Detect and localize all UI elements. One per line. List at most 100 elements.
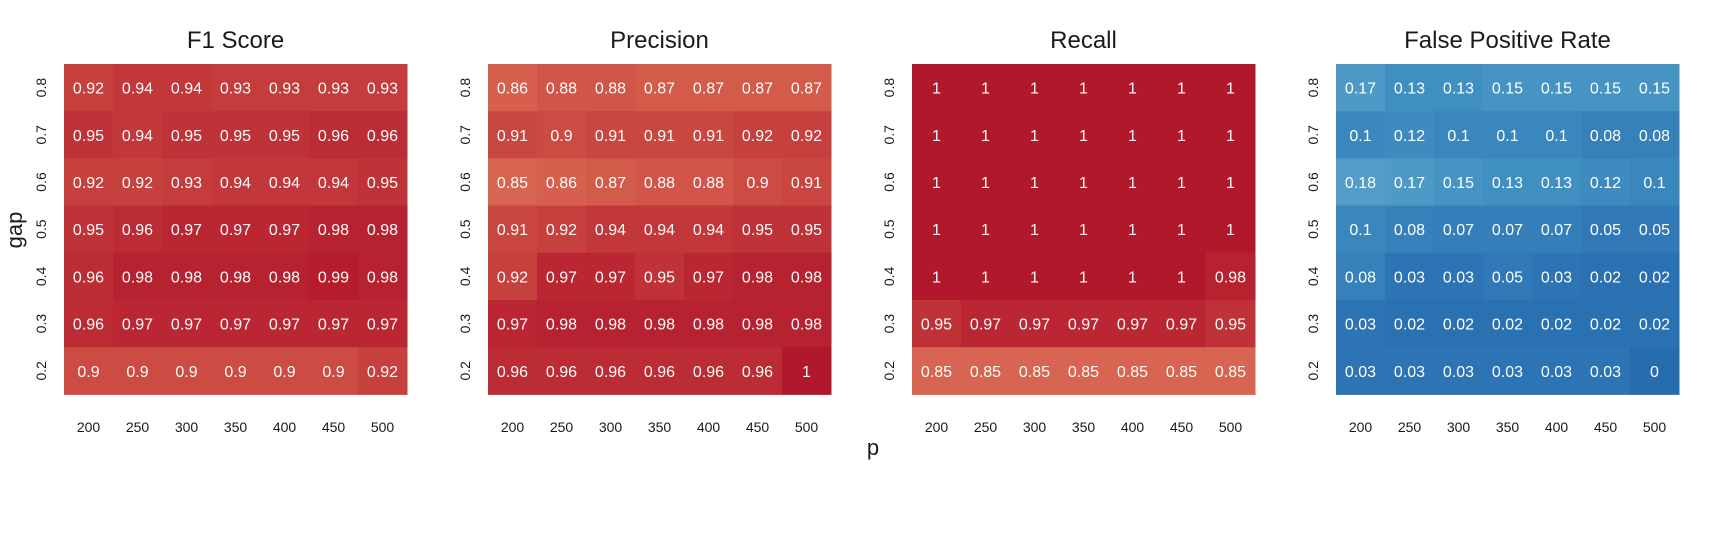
cell-value-label: 0.98	[1215, 269, 1246, 286]
cell-value-label: 0.12	[1590, 175, 1621, 192]
heatmap-cell	[1483, 205, 1533, 254]
cell-value-label: 0.97	[1019, 317, 1050, 334]
heatmap-cell	[1385, 300, 1435, 348]
heatmap-cell	[1336, 252, 1386, 301]
cell-value-label: 0.87	[595, 175, 626, 192]
y-tick-label: 0.7	[881, 125, 897, 145]
heatmap-cell	[64, 300, 114, 348]
cell-value-label: 0.98	[269, 269, 300, 286]
heatmap-cell	[358, 252, 408, 301]
cell-value-label: 1	[1079, 81, 1088, 98]
x-tick-label: 400	[1545, 419, 1569, 435]
cell-value-label: 0.95	[171, 128, 202, 145]
heatmap-cell	[684, 347, 734, 395]
heatmap-cell	[1059, 252, 1109, 301]
heatmap-cell	[1059, 300, 1109, 348]
x-tick-label: 250	[1398, 419, 1422, 435]
cell-value-label: 0.98	[742, 317, 773, 334]
heatmap-cell	[1059, 158, 1109, 207]
y-tick-label: 0.5	[33, 219, 49, 239]
heatmap-cell	[1532, 64, 1582, 112]
cell-value-label: 0.85	[970, 364, 1001, 381]
cell-value-label: 0.1	[1643, 175, 1665, 192]
heatmap-cell	[1010, 347, 1060, 395]
heatmap-cell	[162, 300, 212, 348]
y-tick-label: 0.7	[1305, 125, 1321, 145]
cell-value-label: 0.85	[1019, 364, 1050, 381]
heatmap-cell	[912, 300, 962, 348]
cell-value-label: 0.92	[546, 222, 577, 239]
cell-value-label: 0.15	[1492, 81, 1523, 98]
cell-value-label: 1	[1226, 128, 1235, 145]
cell-value-label: 0.85	[921, 364, 952, 381]
cell-value-label: 0.95	[367, 175, 398, 192]
cell-value-label: 1	[1030, 175, 1039, 192]
heatmap-cell	[1483, 300, 1533, 348]
heatmap-cell	[162, 64, 212, 112]
cell-value-label: 0.97	[220, 317, 251, 334]
heatmap-cell	[64, 64, 114, 112]
cell-value-label: 0.1	[1496, 128, 1518, 145]
cell-value-label: 0.17	[1345, 81, 1376, 98]
cell-value-label: 0.9	[175, 364, 197, 381]
heatmap-cell	[1532, 158, 1582, 207]
heatmap-cell	[1336, 111, 1386, 159]
cell-value-label: 0.95	[921, 317, 952, 334]
cell-value-label: 0.9	[273, 364, 295, 381]
cell-value-label: 0.03	[1394, 364, 1425, 381]
x-tick-label: 500	[371, 419, 395, 435]
cell-value-label: 0.94	[595, 222, 626, 239]
cell-value-label: 0.92	[367, 364, 398, 381]
heatmap-cell	[1336, 205, 1386, 254]
y-tick-label: 0.4	[881, 266, 897, 286]
cell-value-label: 1	[1079, 222, 1088, 239]
heatmap-cell	[162, 252, 212, 301]
heatmap-cell	[64, 347, 114, 395]
cell-value-label: 0.02	[1541, 317, 1572, 334]
y-tick-label: 0.7	[33, 125, 49, 145]
cell-value-label: 0.15	[1590, 81, 1621, 98]
cell-value-label: 0.1	[1349, 222, 1371, 239]
cell-value-label: 1	[981, 128, 990, 145]
heatmap-cell	[1206, 64, 1256, 112]
heatmap-cell	[260, 347, 310, 395]
heatmap-cell	[782, 205, 832, 254]
cell-value-label: 0.86	[546, 175, 577, 192]
cell-value-label: 0.95	[73, 128, 104, 145]
heatmap-cell	[961, 347, 1011, 395]
x-tick-label: 250	[126, 419, 150, 435]
heatmap-cell	[358, 300, 408, 348]
cell-value-label: 0.91	[693, 128, 724, 145]
heatmap-cell	[1010, 64, 1060, 112]
heatmap-cell	[733, 158, 783, 207]
heatmap-cell	[309, 252, 359, 301]
cell-value-label: 0.15	[1541, 81, 1572, 98]
x-tick-label: 200	[925, 419, 949, 435]
heatmap-title: False Positive Rate	[1404, 27, 1611, 54]
cell-value-label: 0.92	[742, 128, 773, 145]
cell-value-label: 0.03	[1345, 364, 1376, 381]
heatmap-cell	[1336, 347, 1386, 395]
heatmap-cell	[162, 347, 212, 395]
cell-value-label: 0.87	[742, 81, 773, 98]
heatmap-cell	[1385, 158, 1435, 207]
heatmap-cell	[113, 205, 163, 254]
y-tick-label: 0.6	[881, 172, 897, 192]
cell-value-label: 0.94	[220, 175, 251, 192]
cell-value-label: 0.85	[1166, 364, 1197, 381]
heatmap-cell	[782, 158, 832, 207]
heatmap-cell	[537, 300, 587, 348]
cell-value-label: 0.07	[1492, 222, 1523, 239]
heatmap-cell	[211, 64, 261, 112]
heatmap-cell	[488, 64, 538, 112]
heatmap-cell	[1483, 111, 1533, 159]
heatmap-cell	[211, 111, 261, 159]
cell-value-label: 1	[932, 81, 941, 98]
cell-value-label: 0.13	[1394, 81, 1425, 98]
heatmap-cell	[1108, 64, 1158, 112]
heatmap-cell	[488, 252, 538, 301]
heatmap-cell	[912, 252, 962, 301]
y-tick-label: 0.4	[33, 266, 49, 286]
heatmap-cell	[260, 252, 310, 301]
